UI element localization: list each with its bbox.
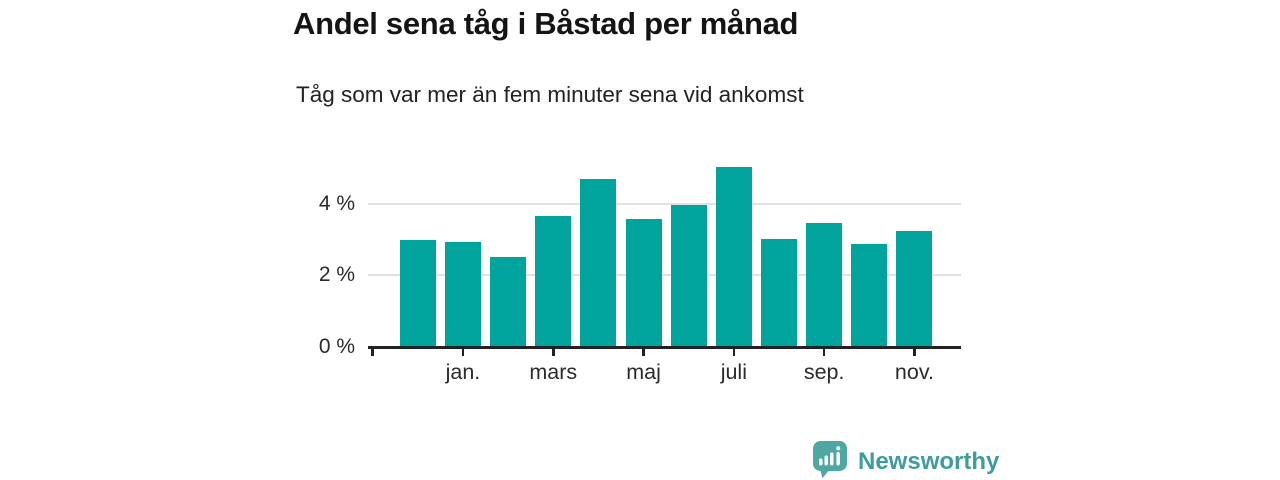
y-axis-label-0pct: 0 % — [318, 335, 355, 358]
gridline-4pct — [368, 202, 961, 205]
bar-okt. — [851, 243, 888, 347]
bar-sep. — [806, 222, 843, 347]
x-tick-4 — [732, 347, 736, 356]
newsworthy-logo-text: Newsworthy — [858, 448, 1000, 475]
bar-nov. — [896, 230, 933, 347]
newsworthy-logo-icon — [812, 440, 849, 480]
x-tick-2 — [552, 347, 555, 356]
bar-juli — [715, 167, 752, 347]
plot-area: 0 % 2 % 4 % jan. mars maj juli sep. nov. — [319, 158, 961, 384]
chart-subtitle: Tåg som var mer än fem minuter sena vid … — [296, 82, 804, 107]
x-axis-label-maj: maj — [626, 360, 661, 384]
y-axis-label-4pct: 4 % — [318, 191, 355, 215]
y-axis-label-2pct: 2 % — [318, 263, 355, 287]
newsworthy-logo: Newsworthy — [812, 440, 999, 480]
bar-jan. — [444, 242, 481, 347]
x-axis-label-nov: nov. — [894, 360, 934, 384]
bar-maj — [625, 219, 662, 347]
gridline-2pct — [368, 274, 961, 277]
x-axis-label-mars: mars — [529, 360, 578, 384]
bar-mars — [535, 215, 572, 347]
bar-dec. — [399, 239, 436, 347]
bar-april — [580, 178, 617, 347]
bar-aug. — [761, 239, 797, 347]
x-tick-0 — [371, 347, 374, 356]
x-axis-label-jan: jan. — [445, 360, 481, 384]
x-axis-label-juli: juli — [720, 360, 747, 384]
x-tick-3 — [642, 347, 645, 356]
bar-feb. — [490, 256, 527, 347]
x-axis-label-sep: sep. — [803, 360, 845, 384]
x-tick-6 — [913, 347, 916, 356]
bar-juni — [670, 204, 707, 347]
x-tick-5 — [822, 347, 826, 356]
x-axis-line — [368, 346, 961, 349]
x-tick-1 — [461, 347, 465, 356]
chart-title: Andel sena tåg i Båstad per månad — [293, 6, 799, 41]
